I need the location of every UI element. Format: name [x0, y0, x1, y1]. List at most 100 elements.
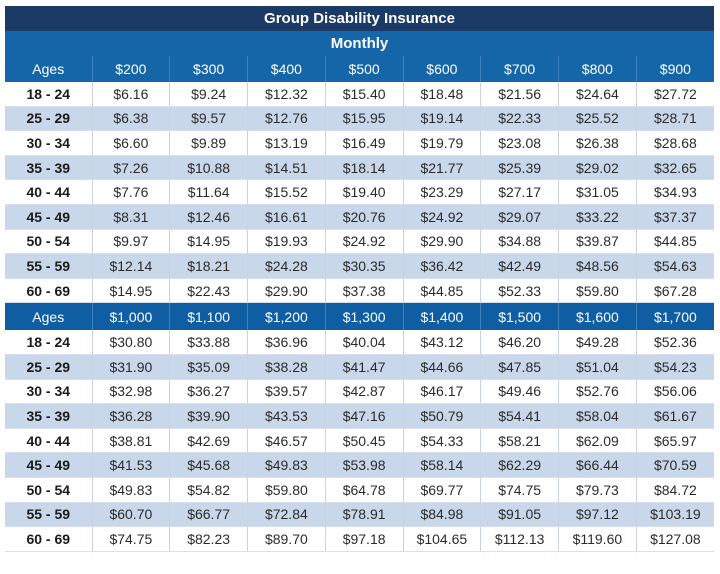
premium-cell: $30.35	[325, 253, 404, 279]
age-range-cell: 35 - 39	[5, 155, 93, 181]
premium-cell: $38.81	[92, 428, 171, 454]
premium-cell: $36.27	[169, 379, 248, 405]
premium-cell: $54.82	[169, 477, 248, 503]
table-row: 25 - 29 $31.90 $35.09 $38.28 $41.47 $44.66 $47…	[5, 354, 714, 380]
premium-cell: $27.72	[636, 82, 714, 107]
age-range-cell: 25 - 29	[5, 354, 93, 380]
premium-cell: $12.14	[92, 253, 171, 279]
premium-cell: $23.29	[403, 179, 482, 205]
premium-cell: $65.97	[636, 428, 714, 454]
premium-cell: $30.80	[92, 330, 171, 355]
premium-cell: $59.80	[247, 477, 326, 503]
premium-cell: $16.49	[325, 130, 404, 156]
premium-cell: $35.09	[169, 354, 248, 380]
age-range-cell: 25 - 29	[5, 106, 93, 132]
premium-cell: $43.53	[247, 403, 326, 429]
table-row: 50 - 54 $49.83 $54.82 $59.80 $64.78 $69.77 $74…	[5, 477, 714, 503]
premium-cell: $43.12	[403, 330, 482, 355]
premium-cell: $36.28	[92, 403, 171, 429]
premium-cell: $39.87	[558, 229, 637, 255]
premium-cell: $21.77	[403, 155, 482, 181]
premium-cell: $11.64	[169, 179, 248, 205]
premium-cell: $104.65	[403, 526, 482, 552]
premium-cell: $47.16	[325, 403, 404, 429]
age-range-cell: 55 - 59	[5, 502, 93, 528]
premium-cell: $119.60	[558, 526, 637, 552]
premium-cell: $9.57	[169, 106, 248, 132]
premium-cell: $39.90	[169, 403, 248, 429]
premium-cell: $12.46	[169, 204, 248, 230]
premium-cell: $41.47	[325, 354, 404, 380]
premium-cell: $14.95	[92, 278, 171, 304]
premium-cell: $53.98	[325, 452, 404, 478]
premium-cell: $112.13	[480, 526, 559, 552]
premium-cell: $24.92	[325, 229, 404, 255]
premium-cell: $32.98	[92, 379, 171, 405]
premium-cell: $39.57	[247, 379, 326, 405]
premium-cell: $10.88	[169, 155, 248, 181]
table-row: 40 - 44 $38.81 $42.69 $46.57 $50.45 $54.33 $58…	[5, 428, 714, 454]
age-range-cell: 60 - 69	[5, 526, 93, 552]
premium-cell: $60.70	[92, 502, 171, 528]
age-range-cell: 40 - 44	[5, 428, 93, 454]
premium-cell: $7.26	[92, 155, 171, 181]
premium-cell: $82.23	[169, 526, 248, 552]
benefit-amount-header: $1,700	[636, 302, 714, 331]
age-range-cell: 35 - 39	[5, 403, 93, 429]
age-range-cell: 18 - 24	[5, 82, 93, 107]
premium-cell: $42.49	[480, 253, 559, 279]
table-row: 45 - 49 $41.53 $45.68 $49.83 $53.98 $58.14 $62…	[5, 452, 714, 478]
premium-cell: $47.85	[480, 354, 559, 380]
table-row: 40 - 44 $7.76 $11.64 $15.52 $19.40 $23.29 $27.…	[5, 179, 714, 205]
premium-cell: $16.61	[247, 204, 326, 230]
premium-cell: $20.76	[325, 204, 404, 230]
premium-cell: $44.66	[403, 354, 482, 380]
premium-cell: $21.56	[480, 82, 559, 107]
premium-cell: $19.40	[325, 179, 404, 205]
premium-rate-table: Ages $200 $300 $400 $500 $600 $700 $800 $900 18 -…	[5, 56, 714, 552]
premium-cell: $61.67	[636, 403, 714, 429]
premium-cell: $37.38	[325, 278, 404, 304]
premium-cell: $41.53	[92, 452, 171, 478]
premium-cell: $9.97	[92, 229, 171, 255]
column-header-row: Ages $1,000 $1,100 $1,200 $1,300 $1,400 $1,500…	[5, 302, 714, 331]
premium-cell: $45.68	[169, 452, 248, 478]
premium-cell: $62.09	[558, 428, 637, 454]
premium-cell: $66.44	[558, 452, 637, 478]
premium-cell: $15.40	[325, 82, 404, 107]
premium-cell: $89.70	[247, 526, 326, 552]
premium-cell: $54.63	[636, 253, 714, 279]
premium-cell: $32.65	[636, 155, 714, 181]
premium-cell: $58.04	[558, 403, 637, 429]
premium-cell: $12.32	[247, 82, 326, 107]
premium-cell: $13.19	[247, 130, 326, 156]
column-header-row: Ages $200 $300 $400 $500 $600 $700 $800 $900	[5, 56, 714, 82]
benefit-amount-header: $800	[558, 56, 637, 82]
premium-cell: $34.93	[636, 179, 714, 205]
premium-cell: $18.14	[325, 155, 404, 181]
premium-cell: $29.90	[403, 229, 482, 255]
premium-cell: $49.46	[480, 379, 559, 405]
table-row: 60 - 69 $14.95 $22.43 $29.90 $37.38 $44.85 $52…	[5, 278, 714, 304]
age-range-cell: 60 - 69	[5, 278, 93, 304]
premium-cell: $50.79	[403, 403, 482, 429]
age-range-cell: 50 - 54	[5, 229, 93, 255]
benefit-amount-header: $1,100	[169, 302, 248, 331]
premium-cell: $33.22	[558, 204, 637, 230]
premium-cell: $69.77	[403, 477, 482, 503]
age-range-cell: 45 - 49	[5, 452, 93, 478]
premium-cell: $26.38	[558, 130, 637, 156]
premium-cell: $64.78	[325, 477, 404, 503]
premium-cell: $44.85	[636, 229, 714, 255]
benefit-amount-header: $500	[325, 56, 404, 82]
premium-cell: $23.08	[480, 130, 559, 156]
premium-cell: $49.83	[247, 452, 326, 478]
premium-cell: $54.41	[480, 403, 559, 429]
premium-cell: $50.45	[325, 428, 404, 454]
table-row: 25 - 29 $6.38 $9.57 $12.76 $15.95 $19.14 $22.3…	[5, 106, 714, 132]
ages-header: Ages	[5, 302, 93, 331]
premium-cell: $84.98	[403, 502, 482, 528]
premium-cell: $72.84	[247, 502, 326, 528]
premium-cell: $58.14	[403, 452, 482, 478]
premium-cell: $52.33	[480, 278, 559, 304]
